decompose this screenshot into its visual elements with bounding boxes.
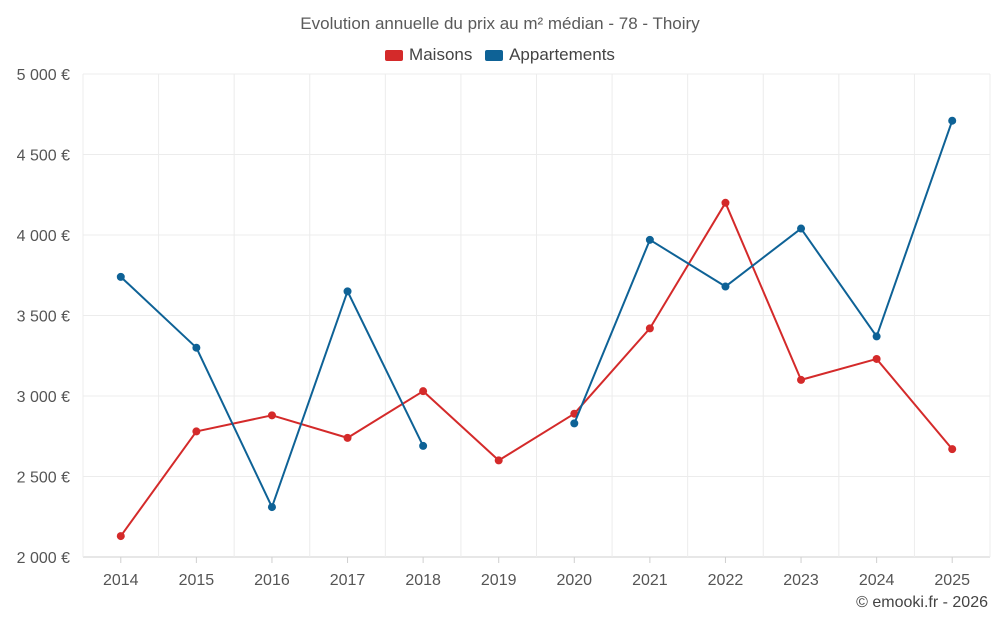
data-point-maisons [645, 324, 654, 333]
credit-text: © emooki.fr - 2026 [856, 594, 988, 611]
x-tick-label: 2023 [783, 572, 819, 589]
data-point-maisons [116, 532, 125, 541]
data-point-appartements [797, 224, 806, 233]
data-point-appartements [645, 235, 654, 244]
data-point-appartements [267, 503, 276, 512]
x-tick-label: 2015 [179, 572, 215, 589]
y-tick-label: 4 000 € [17, 228, 70, 245]
data-point-maisons [570, 409, 579, 418]
x-tick-label: 2014 [103, 572, 139, 589]
data-point-appartements [872, 332, 881, 341]
data-point-maisons [797, 375, 806, 384]
y-tick-label: 2 500 € [17, 470, 70, 487]
data-point-maisons [721, 198, 730, 207]
chart-title: Evolution annuelle du prix au m² médian … [300, 14, 700, 33]
data-point-maisons [872, 354, 881, 363]
legend-swatch-appartements [485, 49, 504, 61]
y-tick-label: 3 000 € [17, 389, 70, 406]
data-point-maisons [192, 427, 201, 436]
series-line-maisons [119, 201, 953, 537]
data-point-appartements [343, 287, 352, 296]
legend-label-maisons: Maisons [409, 45, 473, 64]
x-tick-label: 2024 [859, 572, 895, 589]
x-tick-label: 2020 [556, 572, 592, 589]
y-tick-label: 2 000 € [17, 550, 70, 567]
y-tick-label: 5 000 € [17, 67, 70, 84]
chart-legend: Maisons Appartements [0, 45, 1000, 66]
data-point-appartements [721, 282, 730, 291]
x-tick-label: 2019 [481, 572, 517, 589]
legend-item-maisons[interactable]: Maisons [385, 45, 472, 65]
legend-item-appartements[interactable]: Appartements [485, 45, 615, 65]
data-point-appartements [116, 272, 125, 281]
x-tick-label: 2021 [632, 572, 668, 589]
x-tick-label: 2018 [405, 572, 441, 589]
data-point-maisons [419, 387, 428, 396]
data-point-maisons [343, 433, 352, 442]
y-tick-label: 4 500 € [17, 148, 70, 165]
x-tick-label: 2016 [254, 572, 290, 589]
data-point-appartements [419, 441, 428, 450]
x-tick-label: 2022 [708, 572, 744, 589]
legend-swatch-maisons [385, 49, 404, 61]
data-point-appartements [948, 116, 957, 125]
data-point-maisons [267, 411, 276, 420]
y-tick-label: 3 500 € [17, 309, 70, 326]
data-point-maisons [948, 445, 957, 454]
x-tick-label: 2025 [934, 572, 970, 589]
data-point-appartements [570, 419, 579, 428]
legend-label-appartements: Appartements [509, 45, 615, 64]
data-point-appartements [192, 343, 201, 352]
series-line-appartements [573, 120, 954, 424]
data-point-maisons [494, 456, 503, 465]
x-tick-label: 2017 [330, 572, 366, 589]
